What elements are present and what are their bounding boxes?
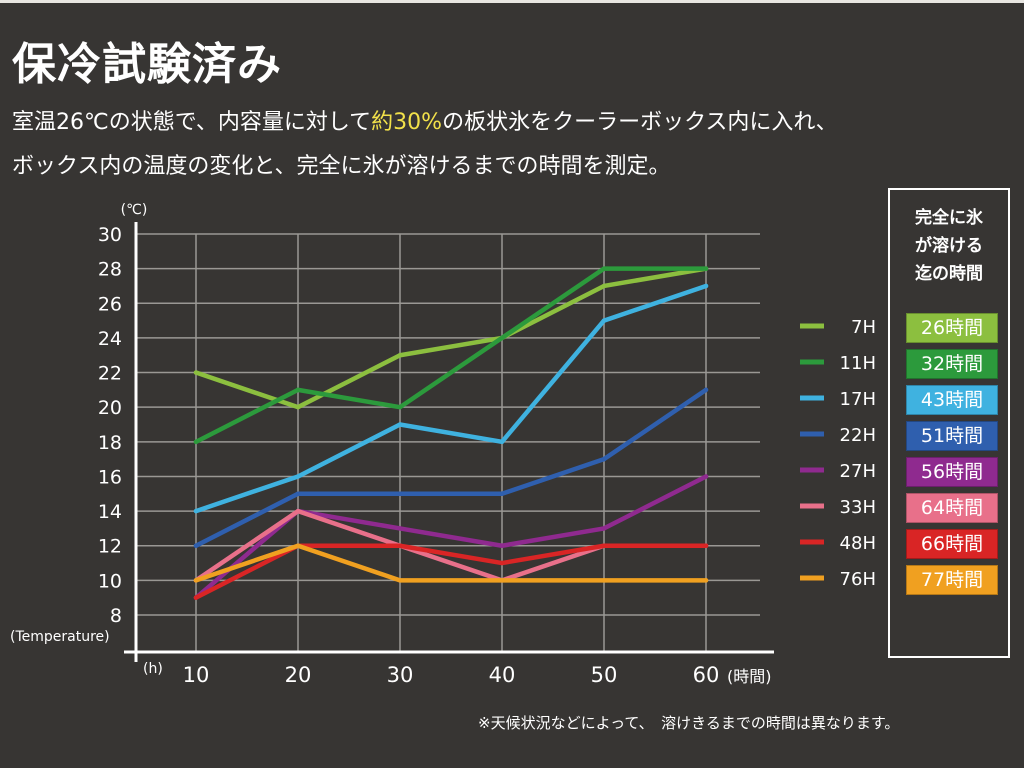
- melt-time-header: 完全に氷 が溶ける 迄の時間: [890, 204, 1008, 288]
- series-line-7h: [193, 266, 709, 410]
- top-border: [0, 0, 1024, 3]
- data-point: [499, 491, 505, 496]
- x-tick-label: 10: [183, 663, 210, 687]
- description-line-1-post: の板状氷をクーラーボックス内に入れ、: [442, 110, 838, 135]
- data-point: [601, 283, 607, 289]
- data-point: [601, 266, 607, 271]
- melt-time-header-line-3: 迄の時間: [915, 264, 983, 284]
- x-tick-label: 20: [285, 663, 312, 687]
- series-line-27h: [193, 474, 709, 600]
- data-point: [397, 404, 403, 410]
- description-highlight: 約30%: [371, 110, 443, 135]
- y-tick-label: 16: [98, 466, 122, 488]
- y-axis-unit-label: (℃): [121, 202, 148, 218]
- data-point: [499, 335, 505, 341]
- data-point: [601, 456, 607, 462]
- y-tick-label: 26: [98, 293, 122, 315]
- x-tick-label: 60: [693, 663, 720, 687]
- data-point: [703, 543, 709, 548]
- melt-time-badge: 51時間: [906, 421, 998, 451]
- data-point: [295, 474, 301, 479]
- legend-label: 48H: [840, 533, 876, 554]
- legend-label: 33H: [840, 497, 876, 518]
- melt-time-badge: 26時間: [906, 313, 998, 343]
- y-tick-label: 20: [98, 397, 122, 419]
- data-point: [397, 543, 403, 548]
- y-tick-label: 28: [98, 259, 122, 281]
- melt-time-badge: 64時間: [906, 493, 998, 523]
- data-point: [397, 422, 403, 427]
- data-point: [397, 353, 403, 358]
- data-point: [193, 508, 199, 514]
- data-point: [703, 283, 709, 289]
- data-point: [397, 578, 403, 583]
- data-point: [397, 491, 403, 496]
- data-point: [499, 578, 505, 583]
- data-point: [193, 543, 199, 548]
- y-tick-label: 24: [98, 328, 122, 350]
- data-point: [703, 387, 709, 393]
- legend-label: 11H: [840, 353, 876, 374]
- data-point: [193, 439, 199, 445]
- data-point: [193, 370, 199, 375]
- melt-time-badge: 43時間: [906, 385, 998, 415]
- melt-time-badge: 56時間: [906, 457, 998, 487]
- data-point: [703, 266, 709, 271]
- x-axis-unit-label: (h): [143, 661, 163, 677]
- y-tick-label: 18: [98, 432, 122, 454]
- data-point: [703, 474, 709, 479]
- y-tick-label: 8: [110, 605, 122, 627]
- melt-time-badge: 77時間: [906, 565, 998, 595]
- data-point: [601, 543, 607, 548]
- data-point: [295, 543, 301, 548]
- y-tick-label: 30: [98, 224, 122, 246]
- y-axis-title: (Temperature): [10, 629, 110, 645]
- melt-time-box: 完全に氷 が溶ける 迄の時間 26時間 32時間 43時間 51時間 56時間 …: [888, 188, 1010, 658]
- series-line-22h: [193, 387, 709, 548]
- description-line-1: 室温26℃の状態で、内容量に対して約30%の板状氷をクーラーボックス内に入れ、: [12, 104, 838, 136]
- legend-label: 76H: [840, 569, 876, 590]
- series-line-76h: [193, 543, 709, 583]
- description-line-2: ボックス内の温度の変化と、完全に氷が溶けるまでの時間を測定。: [12, 154, 671, 179]
- footnote: ※天候状況などによって、 溶けきるまでの時間は異なります。: [478, 714, 900, 732]
- melt-time-badge: 32時間: [906, 349, 998, 379]
- y-tick-label: 14: [98, 501, 122, 523]
- legend-label: 17H: [840, 389, 876, 410]
- melt-time-header-line-2: が溶ける: [915, 236, 983, 256]
- description-line-1-pre: 室温26℃の状態で、内容量に対して: [12, 110, 372, 135]
- x-axis-title: (時間): [727, 667, 772, 686]
- data-point: [193, 595, 199, 600]
- data-point: [499, 543, 505, 548]
- data-point: [193, 578, 199, 583]
- x-tick-label: 50: [591, 663, 618, 687]
- y-tick-label: 10: [98, 570, 122, 592]
- x-tick-label: 40: [489, 663, 516, 687]
- data-point: [601, 318, 607, 323]
- y-tick-label: 22: [98, 363, 122, 385]
- data-point: [601, 526, 607, 531]
- y-tick-label: 12: [98, 536, 122, 558]
- data-point: [295, 508, 301, 514]
- data-point: [295, 491, 301, 496]
- data-point: [499, 560, 505, 566]
- data-point: [295, 404, 301, 410]
- melt-time-badge: 66時間: [906, 529, 998, 559]
- series-line-11h: [193, 266, 709, 445]
- data-point: [295, 387, 301, 393]
- melt-time-header-line-1: 完全に氷: [915, 208, 983, 228]
- series-line-17h: [193, 283, 709, 514]
- legend-label: 7H: [851, 317, 876, 338]
- legend-label: 27H: [840, 461, 876, 482]
- x-tick-label: 30: [387, 663, 414, 687]
- data-point: [601, 578, 607, 583]
- data-point: [397, 526, 403, 531]
- legend-label: 22H: [840, 425, 876, 446]
- data-point: [499, 439, 505, 445]
- page-title: 保冷試験済み: [12, 39, 282, 90]
- data-point: [703, 578, 709, 583]
- series-line-48h: [193, 543, 709, 600]
